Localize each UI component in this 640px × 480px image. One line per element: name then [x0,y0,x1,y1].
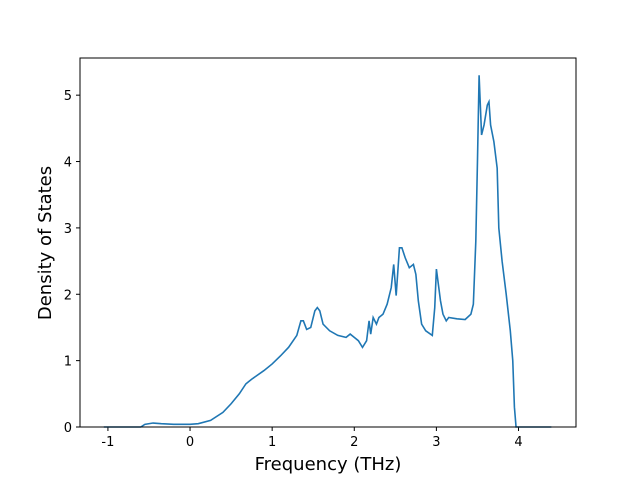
x-tick-label: -1 [101,435,114,450]
y-tick-label: 5 [64,89,72,104]
x-tick-label: 1 [268,435,276,450]
x-tick-label: 4 [514,435,522,450]
y-axis-label: Density of States [35,166,56,320]
plot-frame [79,57,577,428]
y-tick-label: 0 [64,421,72,436]
x-axis-label: Frequency (THz) [255,454,402,475]
x-tick-label: 2 [350,435,358,450]
y-tick-label: 2 [64,288,72,303]
y-tick-label: 3 [64,222,72,237]
x-tick-label: 3 [432,435,440,450]
y-tick-label: 1 [64,355,72,370]
data-line [103,75,552,428]
y-tick-label: 4 [64,156,72,171]
x-tick-label: 0 [186,435,194,450]
